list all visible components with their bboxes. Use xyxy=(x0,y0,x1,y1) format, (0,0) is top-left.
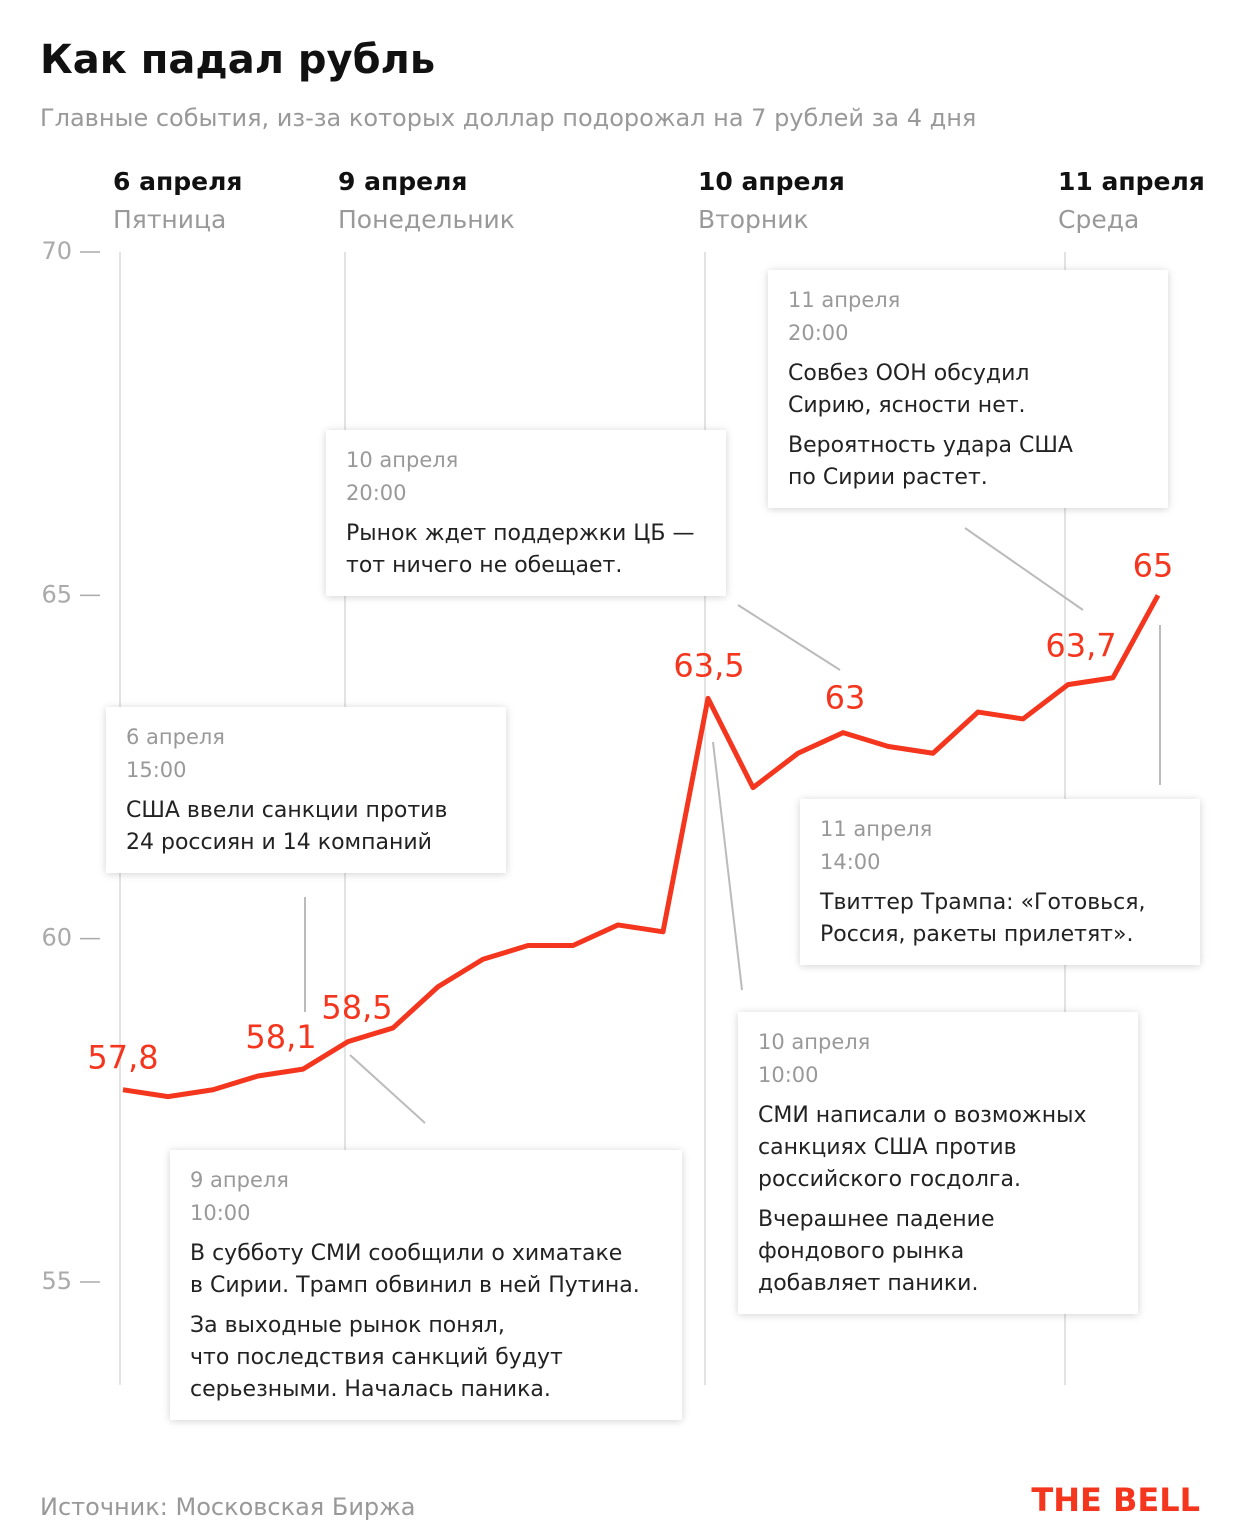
annotation-line: СМИ написали о возможных xyxy=(758,1103,1087,1128)
value-label: 57,8 xyxy=(87,1039,158,1077)
day-label: 11 апреля xyxy=(1058,167,1205,196)
leader-line xyxy=(712,741,743,991)
weekday-label: Среда xyxy=(1058,205,1139,234)
y-tick-label: 65 xyxy=(41,580,72,608)
leader-line xyxy=(964,527,1084,611)
value-label: 63,5 xyxy=(673,646,744,684)
value-label: 63,7 xyxy=(1045,627,1116,665)
annotation-line: по Сирии растет. xyxy=(788,465,988,490)
weekday-label: Пятница xyxy=(113,205,226,234)
annotation: 10 апреля 20:00 Рынок ждет поддержки ЦБ — т… xyxy=(326,430,726,596)
annotation-line: За выходные рынок понял, xyxy=(190,1313,505,1338)
annotation-line: добавляет паники. xyxy=(758,1271,979,1296)
annotation-time: 20:00 xyxy=(788,321,849,345)
chart-title: Как падал рубль xyxy=(40,37,435,83)
annotation-line: что последствия санкций будут xyxy=(190,1345,563,1370)
annotation: 6 апреля 15:00 США ввели санкции против 24 … xyxy=(106,707,506,873)
data-line xyxy=(122,594,1161,1100)
day-label: 6 апреля xyxy=(113,167,242,196)
annotation-line: фондового рынка xyxy=(758,1239,965,1264)
annotation-date: 6 апреля xyxy=(126,725,225,749)
annotation-line: в Сирии. Трамп обвинил в ней Путина. xyxy=(190,1273,640,1298)
value-label: 63 xyxy=(825,679,866,717)
annotation-date: 10 апреля xyxy=(758,1030,871,1054)
weekday-label: Понедельник xyxy=(338,205,515,234)
annotation: 10 апреля 10:00 СМИ написали о возможных са… xyxy=(738,1012,1138,1314)
annotation-time: 10:00 xyxy=(190,1201,251,1225)
y-tick-label: 60 xyxy=(41,924,72,952)
annotation-date: 9 апреля xyxy=(190,1168,289,1192)
annotation: 9 апреля 10:00 В субботу СМИ сообщили о хи… xyxy=(170,1150,682,1420)
annotation-line: Россия, ракеты прилетят». xyxy=(820,922,1134,947)
annotation-date: 10 апреля xyxy=(346,448,459,472)
annotation-date: 11 апреля xyxy=(788,288,901,312)
annotation-time: 20:00 xyxy=(346,481,407,505)
leader-line xyxy=(737,604,841,671)
annotation-date: 11 апреля xyxy=(820,817,933,841)
leader-line xyxy=(349,1054,426,1124)
annotation-paragraph: Вчерашнее падение фондового рынка добавляе… xyxy=(758,1204,1118,1300)
annotation-paragraph: Вероятность удара США по Сирии растет. xyxy=(788,430,1148,494)
annotation-paragraph: Рынок ждет поддержки ЦБ — тот ничего не о… xyxy=(346,518,706,582)
annotation-line: Совбез ООН обсудил xyxy=(788,361,1030,386)
y-tick-label: 55 xyxy=(41,1267,72,1295)
annotation-line: Вероятность удара США xyxy=(788,433,1073,458)
annotation-line: В субботу СМИ сообщили о химатаке xyxy=(190,1241,623,1266)
chart-subtitle: Главные события, из-за которых доллар по… xyxy=(40,104,976,132)
annotation-line: Рынок ждет поддержки ЦБ — xyxy=(346,521,695,546)
source: Источник: Московская Биржа xyxy=(40,1493,416,1521)
annotation-time: 15:00 xyxy=(126,758,187,782)
annotation-line: санкциях США против xyxy=(758,1135,1017,1160)
annotation-line: тот ничего не обещает. xyxy=(346,553,623,578)
annotation-paragraph: США ввели санкции против 24 россиян и 14 … xyxy=(126,795,486,859)
annotation-line: Твиттер Трампа: «Готовься, xyxy=(820,890,1146,915)
value-label: 58,5 xyxy=(321,989,392,1027)
value-label: 58,1 xyxy=(245,1018,316,1056)
annotation-line: Вчерашнее падение xyxy=(758,1207,995,1232)
logo: THE BELL xyxy=(1031,1481,1200,1519)
day-label: 10 апреля xyxy=(698,167,845,196)
annotation-line: 24 россиян и 14 компаний xyxy=(126,830,432,855)
day-label: 9 апреля xyxy=(338,167,467,196)
annotation-paragraph: За выходные рынок понял, что последствия … xyxy=(190,1310,662,1406)
annotation-time: 10:00 xyxy=(758,1063,819,1087)
annotation-paragraph: В субботу СМИ сообщили о химатаке в Сирии… xyxy=(190,1238,662,1302)
weekday-label: Вторник xyxy=(698,205,809,234)
annotation-line: серьезными. Началась паника. xyxy=(190,1377,551,1402)
annotation-line: Сирию, ясности нет. xyxy=(788,393,1026,418)
annotation: 11 апреля 20:00 Совбез ООН обсудил Сирию, я… xyxy=(768,270,1168,508)
value-label: 65 xyxy=(1133,546,1174,584)
annotation-paragraph: Совбез ООН обсудил Сирию, ясности нет. xyxy=(788,358,1148,422)
y-tick-label: 70 xyxy=(41,237,72,265)
annotation-line: США ввели санкции против xyxy=(126,798,448,823)
annotation-time: 14:00 xyxy=(820,850,881,874)
annotation-line: российского госдолга. xyxy=(758,1167,1021,1192)
annotation-paragraph: СМИ написали о возможных санкциях США про… xyxy=(758,1100,1118,1196)
annotation: 11 апреля 14:00 Твиттер Трампа: «Готовься,… xyxy=(800,799,1200,965)
annotation-paragraph: Твиттер Трампа: «Готовься, Россия, ракеты… xyxy=(820,887,1180,951)
